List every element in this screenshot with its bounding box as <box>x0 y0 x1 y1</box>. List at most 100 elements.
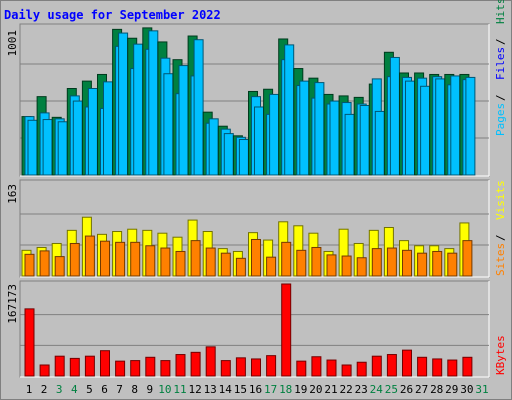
day-label-8: 8 <box>131 383 138 396</box>
bar-kbytes-day-13 <box>205 346 216 377</box>
bar-pages-day-10 <box>163 73 174 176</box>
panel-hits: 1001 <box>6 23 490 177</box>
bar-kbytes-day-6 <box>100 350 110 377</box>
bar-sites-day-8 <box>130 241 141 277</box>
x-axis-day-labels: 1 2 3 4 5 6 7 8 9 10 11 12 13 14 15 16 17 18 19 20 21 22 23 24 2… <box>26 383 489 396</box>
day-label-5: 5 <box>86 383 93 396</box>
bar-sites-day-13 <box>205 247 216 277</box>
day-label-20: 20 <box>309 383 322 396</box>
bar-kbytes-day-1 <box>24 308 35 377</box>
day-label-31: 31 <box>475 383 488 396</box>
bar-pages-day-16 <box>254 106 264 176</box>
bar-kbytes-day-29 <box>447 359 458 377</box>
bar-pages-day-21 <box>329 100 340 176</box>
day-label-10: 10 <box>158 383 171 396</box>
panel-kbytes-max-label: 167173 <box>6 284 19 324</box>
panel-kbytes: 167173 <box>6 280 490 378</box>
bar-pages-day-27 <box>420 85 431 176</box>
panel-visits-max-label: 163 <box>6 184 19 204</box>
legend-separator: / <box>494 38 507 45</box>
bar-kbytes-day-14 <box>220 360 231 377</box>
bar-pages-day-22 <box>344 113 355 176</box>
day-label-14: 14 <box>219 383 233 396</box>
bar-kbytes-day-23 <box>356 361 367 377</box>
bar-kbytes-day-25 <box>386 354 397 377</box>
bar-pages-day-28 <box>435 78 446 176</box>
bar-kbytes-day-3 <box>54 355 65 377</box>
bar-sites-day-11 <box>175 250 186 277</box>
day-label-29: 29 <box>445 383 458 396</box>
bar-kbytes-day-8 <box>130 360 141 377</box>
legend-hits-files-pages: Pages / Files / Hits <box>494 0 507 136</box>
day-label-4: 4 <box>71 383 78 396</box>
day-label-16: 16 <box>249 383 262 396</box>
day-label-17: 17 <box>264 383 277 396</box>
bar-pages-day-11 <box>178 65 189 176</box>
legend-visits-sites: Sites / Visits <box>494 180 507 276</box>
bar-pages-day-25 <box>389 56 400 176</box>
bar-pages-day-24 <box>374 110 385 176</box>
day-label-18: 18 <box>279 383 292 396</box>
bar-sites-day-6 <box>100 240 110 277</box>
legend-visits: Visits <box>494 180 507 220</box>
bar-kbytes-day-16 <box>251 358 261 377</box>
bar-pages-day-5 <box>87 88 98 176</box>
bar-sites-day-5 <box>84 235 95 277</box>
legend-pages: Pages <box>494 103 507 136</box>
legend-files: Files <box>494 47 507 80</box>
day-label-25: 25 <box>385 383 398 396</box>
bar-sites-day-9 <box>145 245 156 277</box>
bar-sites-day-20 <box>311 246 322 277</box>
bar-pages-day-26 <box>405 80 415 176</box>
day-label-6: 6 <box>101 383 108 396</box>
bar-sites-day-22 <box>341 255 352 277</box>
bar-sites-day-2 <box>39 250 50 277</box>
day-label-30: 30 <box>460 383 473 396</box>
bar-kbytes-day-18 <box>281 283 292 377</box>
legend-separator: / <box>494 94 507 101</box>
legend-separator: / <box>494 234 507 241</box>
bar-pages-day-13 <box>208 118 219 176</box>
bar-kbytes-day-21 <box>326 359 337 377</box>
bar-pages-day-15 <box>238 139 249 176</box>
bar-kbytes-day-27 <box>417 356 428 377</box>
day-label-7: 7 <box>116 383 123 396</box>
bar-pages-day-23 <box>359 105 370 176</box>
bar-kbytes-day-17 <box>266 355 277 377</box>
bar-kbytes-day-15 <box>235 357 246 377</box>
bar-sites-day-4 <box>69 242 80 277</box>
legend-kbytes: KBytes <box>494 335 507 375</box>
bar-pages-day-18 <box>284 44 295 176</box>
day-label-1: 1 <box>26 383 33 396</box>
bar-kbytes-day-5 <box>84 355 95 377</box>
panel-visits: 163 <box>6 179 490 278</box>
day-label-26: 26 <box>400 383 413 396</box>
bar-pages-day-3 <box>57 121 68 176</box>
day-label-11: 11 <box>173 383 186 396</box>
day-label-28: 28 <box>430 383 443 396</box>
legend-kbytes: KBytes <box>494 335 507 375</box>
bar-pages-day-2 <box>42 119 53 176</box>
day-label-13: 13 <box>204 383 217 396</box>
day-label-15: 15 <box>234 383 247 396</box>
bar-kbytes-day-20 <box>311 356 322 377</box>
bar-sites-day-21 <box>326 254 337 277</box>
day-label-22: 22 <box>339 383 352 396</box>
bar-sites-day-23 <box>356 257 367 277</box>
bar-sites-day-19 <box>296 249 307 277</box>
day-label-23: 23 <box>355 383 368 396</box>
bar-sites-day-17 <box>266 256 277 277</box>
bar-pages-day-1 <box>27 119 38 176</box>
bar-kbytes-day-22 <box>341 364 352 377</box>
bar-sites-day-24 <box>371 248 382 277</box>
bar-kbytes-day-11 <box>175 354 186 377</box>
bar-kbytes-day-9 <box>145 356 156 377</box>
day-label-9: 9 <box>146 383 153 396</box>
bar-sites-day-25 <box>386 247 397 277</box>
bar-pages-day-29 <box>450 75 461 176</box>
bar-kbytes-day-2 <box>39 364 50 377</box>
bar-kbytes-day-4 <box>69 357 80 377</box>
chart-title: Daily usage for September 2022 <box>4 8 221 22</box>
bar-kbytes-day-12 <box>190 351 201 377</box>
